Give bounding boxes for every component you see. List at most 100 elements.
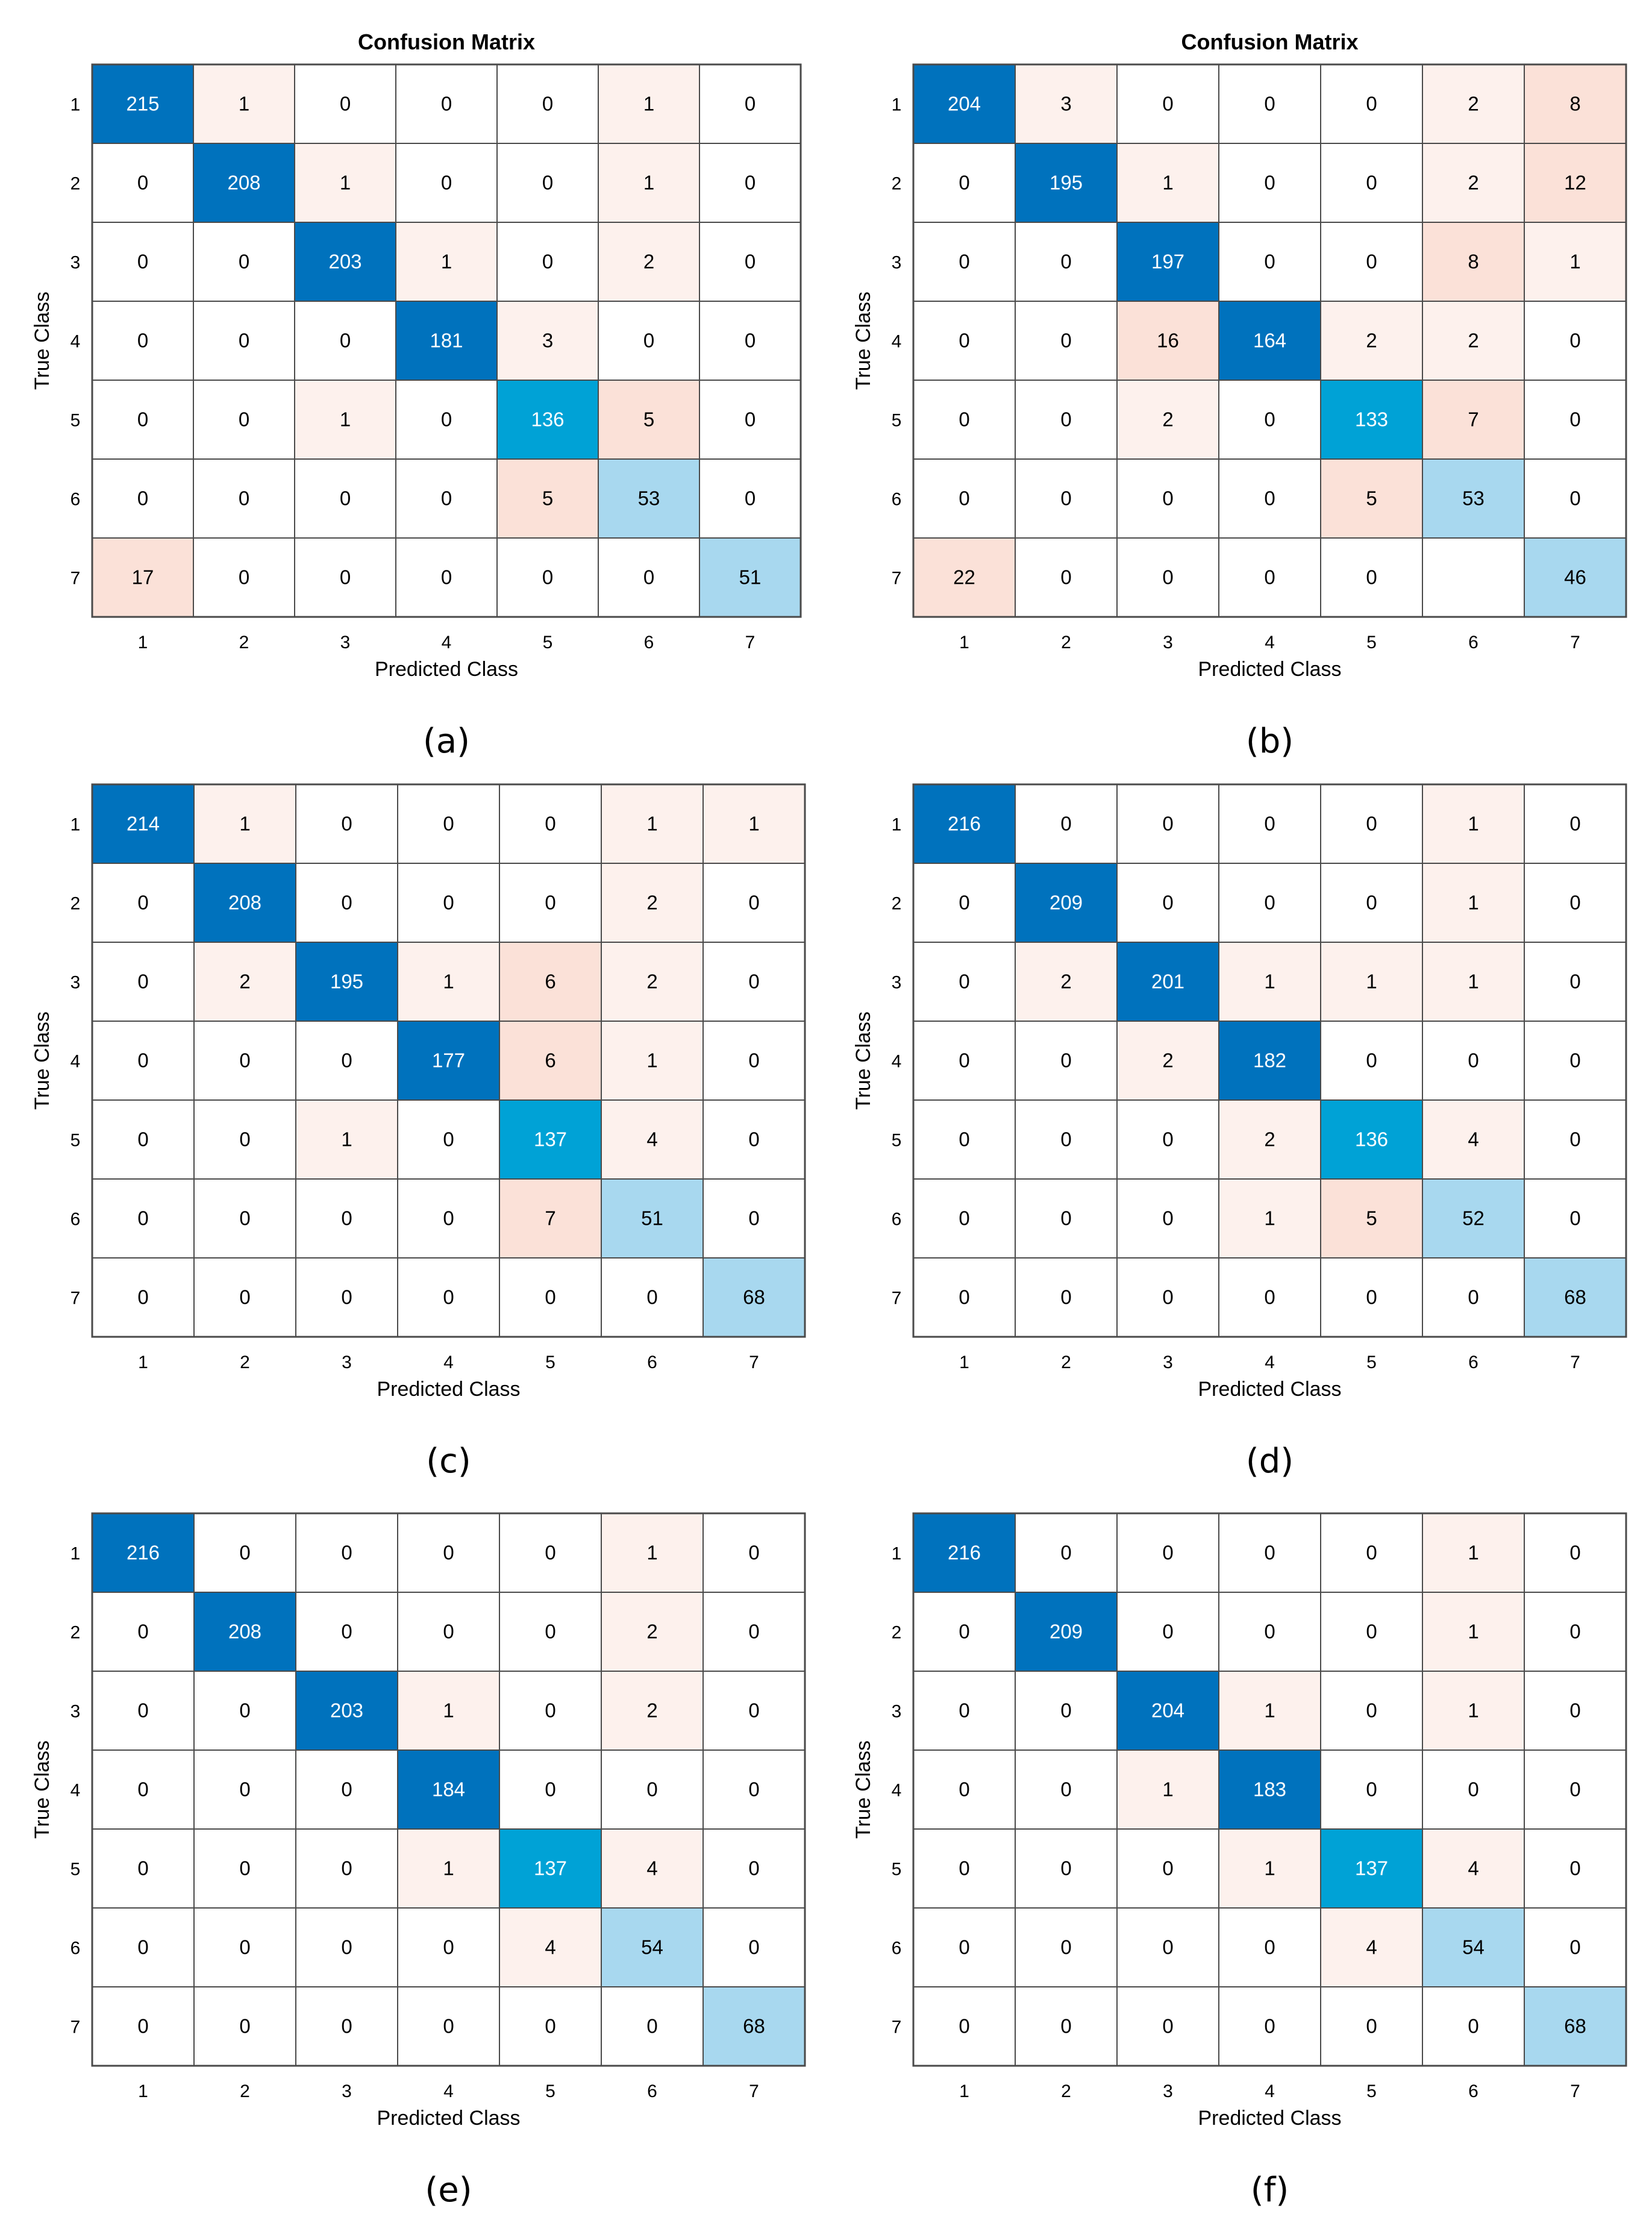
cell-value: 0 [646,1778,657,1801]
confusion-matrix-panel-4: 216 0 0 0 0 1 00 209 0 0 0 1 00 2 201 1 1 1 00 0 2 182 0 0 00 0 0 2… [852,783,1627,1481]
cell-value: 0 [959,2015,969,2037]
y-tick-label: 3 [70,253,81,273]
matrix-cell [499,942,602,1022]
cell-value: 0 [745,251,756,273]
matrix-cell [1320,537,1423,618]
cell-value: 208 [228,892,261,914]
matrix-cell [499,1907,602,1987]
cell-value: 0 [542,566,553,589]
cell-value: 0 [1366,2015,1377,2037]
matrix-cell [92,1671,195,1751]
cell-value: 216 [948,1542,981,1564]
matrix-cell [295,1178,398,1259]
cell-value: 0 [137,892,148,914]
cell-value: 137 [534,1857,567,1880]
matrix-cell [1015,64,1118,144]
cell-value: 0 [239,1857,250,1880]
matrix-cell [294,458,396,539]
matrix-cell [295,863,398,943]
cell-value: 3 [1060,93,1071,115]
cell-value: 1 [1264,1699,1275,1722]
matrix-cell [1422,458,1525,539]
matrix-cell [92,301,194,381]
matrix-cell [92,1178,195,1259]
cell-value: 1 [643,172,654,194]
cell-value: 0 [1060,487,1071,510]
y-tick-label: 3 [892,253,902,273]
cell-value: 0 [1060,813,1071,835]
cell-value: 0 [137,1857,148,1880]
cell-value: 5 [643,408,654,431]
matrix-cell [1116,380,1219,460]
matrix-cell [913,1099,1016,1180]
cell-value: 53 [638,487,660,510]
panel-caption: (d) [1246,1442,1294,1481]
cell-value: 0 [748,1621,759,1643]
cell-value: 2 [1264,1128,1275,1151]
cell-value: 0 [1060,1542,1071,1564]
matrix-cell [702,1257,806,1337]
cell-value: 133 [1355,408,1388,431]
cell-value: 0 [137,408,148,431]
matrix-cell [1320,222,1423,302]
cell-value: 0 [137,1699,148,1722]
cell-value: 0 [443,1621,454,1643]
cell-value: 0 [748,1699,759,1722]
x-tick-label: 7 [749,1352,759,1372]
matrix-cell [1320,1099,1423,1180]
cell-value: 0 [341,1207,352,1230]
cell-value: 136 [531,408,564,431]
matrix-cell [1320,1986,1423,2066]
cell-value: 1 [646,1049,657,1072]
matrix-cell [1116,784,1219,864]
matrix-cell [1015,537,1118,618]
matrix-cell [699,380,801,460]
matrix-cell [1015,1907,1118,1987]
matrix-cell [1218,1178,1321,1259]
matrix-cell [1320,143,1423,223]
x-tick-label: 4 [1265,633,1275,652]
matrix-cell [496,64,599,144]
matrix-cell [1524,64,1627,144]
matrix-cell [395,458,498,539]
matrix-frame [912,1512,1627,2067]
cell-value: 214 [127,813,160,835]
cell-value: 68 [1564,2015,1586,2037]
cell-value: 2 [239,971,250,993]
x-tick-label: 4 [1265,2081,1275,2101]
matrix-cell [1524,1828,1627,1909]
x-tick-label: 5 [545,2081,555,2101]
matrix-cell [702,1513,806,1593]
cell-value: 0 [745,408,756,431]
cell-value: 0 [443,1128,454,1151]
cell-value: 8 [1569,93,1580,115]
y-tick-label: 4 [70,1052,81,1072]
matrix-cell [598,143,700,223]
cell-value: 2 [1468,172,1478,194]
cell-value: 0 [748,1207,759,1230]
matrix-cell [601,1907,704,1987]
cell-value: 195 [1050,172,1083,194]
cell-value: 1 [1162,1778,1173,1801]
x-tick-label: 3 [1163,633,1173,652]
cell-value: 0 [1162,813,1173,835]
x-tick-label: 3 [342,1352,352,1372]
cell-value: 0 [959,1621,969,1643]
cell-value: 3 [542,330,553,352]
cell-value: 181 [430,330,463,352]
cell-value: 4 [1468,1857,1478,1880]
matrix-cell [295,1749,398,1830]
matrix-cell [1218,863,1321,943]
matrix-cell [499,1986,602,2066]
matrix-cell [1320,1907,1423,1987]
cell-value: 1 [443,1857,454,1880]
cell-value: 0 [1264,93,1275,115]
matrix-cell [913,143,1016,223]
matrix-frame [912,63,1627,618]
matrix-cell [1218,942,1321,1022]
matrix-cell [193,1749,296,1830]
y-tick-label: 6 [70,1210,81,1230]
cell-value: 0 [959,1936,969,1959]
matrix-cell [1422,1099,1525,1180]
